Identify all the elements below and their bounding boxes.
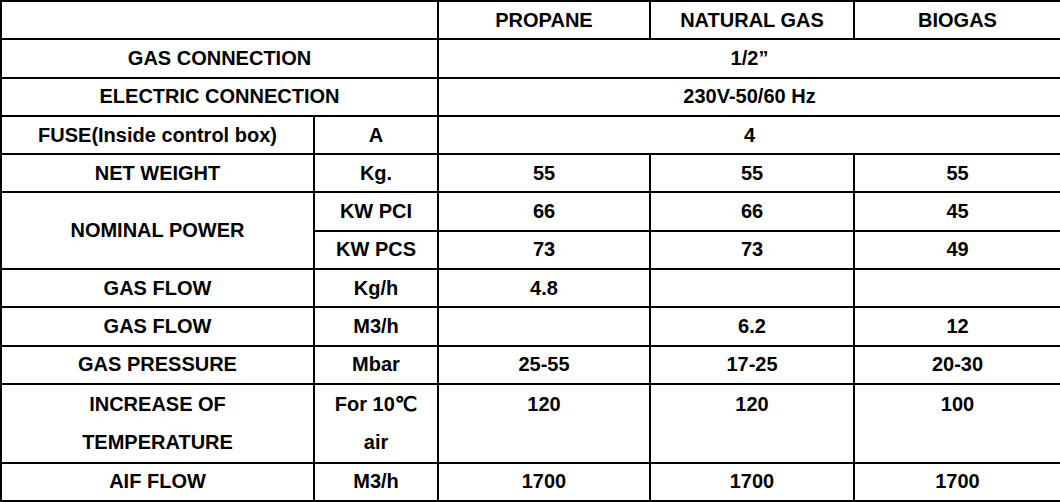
value-aif-flow-natural-gas: 1700 [650, 463, 854, 501]
increase-unit-line1: For 10℃ [315, 385, 437, 423]
increase-propane-text: 120 [439, 385, 649, 423]
value-fuse: 4 [438, 116, 1060, 154]
row-gas-pressure: GAS PRESSURE Mbar 25-55 17-25 20-30 [1, 346, 1060, 384]
row-label-gas-flow-m3: GAS FLOW [1, 307, 314, 345]
nominal-power-label-text: NOMINAL POWER [2, 212, 313, 249]
increase-label-line1: INCREASE OF [2, 385, 313, 423]
unit-gas-flow-m3: M3/h [314, 307, 438, 345]
row-electric-connection: ELECTRIC CONNECTION 230V-50/60 Hz [1, 78, 1060, 116]
row-gas-flow-kg: GAS FLOW Kg/h 4.8 [1, 269, 1060, 307]
value-gas-flow-m3-biogas: 12 [854, 307, 1060, 345]
value-gas-pressure-natural-gas: 17-25 [650, 346, 854, 384]
row-label-fuse: FUSE(Inside control box) [1, 116, 314, 154]
gas-spec-table: PROPANE NATURAL GAS BIOGAS GAS CONNECTIO… [0, 0, 1060, 502]
unit-fuse: A [314, 116, 438, 154]
unit-increase-of-temperature: For 10℃ air [314, 384, 438, 463]
value-increase-propane: 120 [438, 384, 650, 463]
unit-kw-pci: KW PCI [314, 192, 438, 230]
column-header-natural-gas: NATURAL GAS [650, 1, 854, 39]
row-gas-connection: GAS CONNECTION 1/2” [1, 39, 1060, 77]
value-net-weight-natural-gas: 55 [650, 154, 854, 192]
value-increase-biogas: 100 [854, 384, 1060, 463]
value-kw-pcs-biogas: 49 [854, 231, 1060, 269]
row-nominal-power-pci: NOMINAL POWER KW PCI 66 66 45 [1, 192, 1060, 230]
corner-cell [1, 1, 438, 39]
value-aif-flow-biogas: 1700 [854, 463, 1060, 501]
increase-natural-gas-text: 120 [651, 385, 853, 423]
row-label-nominal-power: NOMINAL POWER [1, 192, 314, 269]
value-gas-flow-m3-propane [438, 307, 650, 345]
unit-gas-flow-kg: Kg/h [314, 269, 438, 307]
value-kw-pci-natural-gas: 66 [650, 192, 854, 230]
increase-label-line2: TEMPERATURE [2, 423, 313, 461]
row-fuse: FUSE(Inside control box) A 4 [1, 116, 1060, 154]
row-label-gas-flow-kg: GAS FLOW [1, 269, 314, 307]
column-header-propane: PROPANE [438, 1, 650, 39]
row-label-gas-pressure: GAS PRESSURE [1, 346, 314, 384]
header-row: PROPANE NATURAL GAS BIOGAS [1, 1, 1060, 39]
value-kw-pcs-propane: 73 [438, 231, 650, 269]
unit-net-weight: Kg. [314, 154, 438, 192]
row-aif-flow: AIF FLOW M3/h 1700 1700 1700 [1, 463, 1060, 501]
column-header-biogas: BIOGAS [854, 1, 1060, 39]
row-gas-flow-m3: GAS FLOW M3/h 6.2 12 [1, 307, 1060, 345]
value-gas-flow-kg-propane: 4.8 [438, 269, 650, 307]
row-increase-of-temperature: INCREASE OF TEMPERATURE For 10℃ air 120 … [1, 384, 1060, 463]
increase-unit-line2: air [315, 423, 437, 461]
unit-kw-pcs: KW PCS [314, 231, 438, 269]
value-electric-connection: 230V-50/60 Hz [438, 78, 1060, 116]
increase-biogas-text: 100 [855, 385, 1060, 423]
spec-sheet: PROPANE NATURAL GAS BIOGAS GAS CONNECTIO… [0, 0, 1060, 502]
row-label-increase-of-temperature: INCREASE OF TEMPERATURE [1, 384, 314, 463]
value-kw-pci-propane: 66 [438, 192, 650, 230]
row-label-net-weight: NET WEIGHT [1, 154, 314, 192]
value-gas-flow-kg-natural-gas [650, 269, 854, 307]
row-label-aif-flow: AIF FLOW [1, 463, 314, 501]
value-kw-pcs-natural-gas: 73 [650, 231, 854, 269]
value-gas-flow-m3-natural-gas: 6.2 [650, 307, 854, 345]
value-kw-pci-biogas: 45 [854, 192, 1060, 230]
value-gas-pressure-propane: 25-55 [438, 346, 650, 384]
unit-gas-pressure: Mbar [314, 346, 438, 384]
value-gas-connection: 1/2” [438, 39, 1060, 77]
value-aif-flow-propane: 1700 [438, 463, 650, 501]
value-increase-natural-gas: 120 [650, 384, 854, 463]
value-net-weight-biogas: 55 [854, 154, 1060, 192]
row-label-electric-connection: ELECTRIC CONNECTION [1, 78, 438, 116]
unit-aif-flow: M3/h [314, 463, 438, 501]
row-net-weight: NET WEIGHT Kg. 55 55 55 [1, 154, 1060, 192]
value-gas-pressure-biogas: 20-30 [854, 346, 1060, 384]
row-label-gas-connection: GAS CONNECTION [1, 39, 438, 77]
value-gas-flow-kg-biogas [854, 269, 1060, 307]
value-net-weight-propane: 55 [438, 154, 650, 192]
